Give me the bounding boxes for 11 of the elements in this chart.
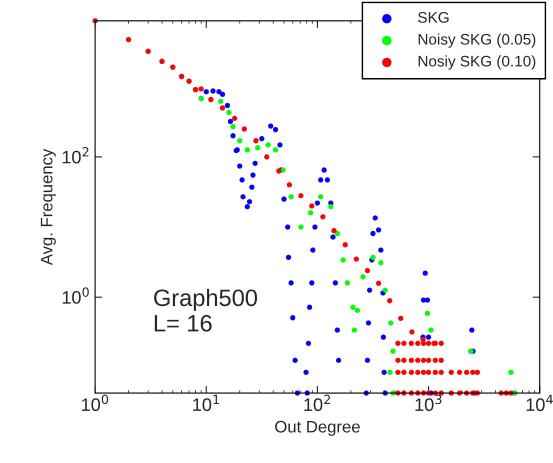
x-tick-label: 10$^{2}$ [304,394,330,412]
legend-label: SKG [418,12,449,23]
x-tick-label: 10$^{3}$ [416,394,442,412]
x-tick-label: 10$^{4}$ [526,394,553,412]
y-axis-title: Avg. Frequency [40,148,56,266]
x-axis-title: Out Degree [275,420,360,436]
x-tick-label: 10$^{1}$ [193,394,219,412]
x-tick-label: 10$^{0}$ [82,394,108,412]
legend-label: Nosiy SKG (0.10) [418,55,536,70]
legend-label: Noisy SKG (0.05) [418,33,536,48]
annotation: Graph500 L= 16 [154,288,258,332]
